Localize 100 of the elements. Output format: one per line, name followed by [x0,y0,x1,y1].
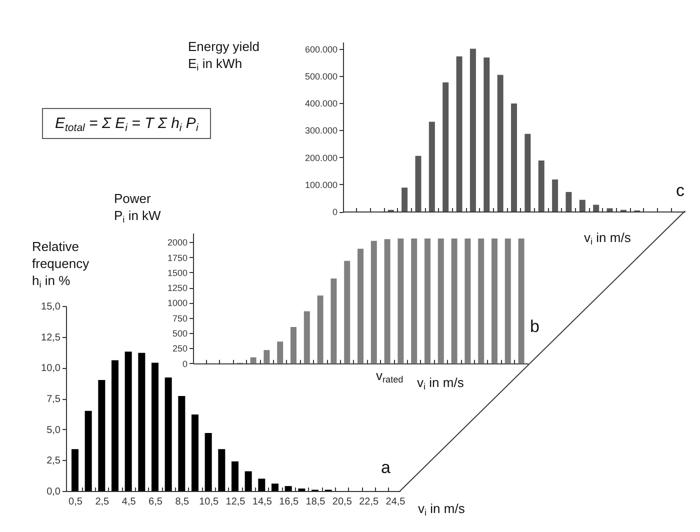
bar [451,238,458,363]
annotation: a [381,458,390,477]
bar [272,484,278,491]
y-axis-title: Relative frequency h$_{i}$ in % [32,238,90,290]
bar [491,238,498,363]
bar [415,155,422,211]
bar [344,260,350,363]
bar [538,160,544,211]
x-tick-label: 4,5 [122,496,136,508]
bar [84,410,92,491]
bar [442,82,449,211]
bar [72,449,78,491]
y-tick-label: 1250 [168,282,188,293]
x-axis-title: v$_{i}$ in m/s [584,229,631,247]
y-axis-title: Energy yield E$_{i}$ in kWh [188,38,260,73]
x-tick-label: 2,5 [95,496,110,508]
bar [511,103,517,211]
x-axis-title: v$_{i}$ in m/s [418,500,465,518]
bar [566,191,572,211]
bar [304,310,310,363]
x-tick-label: 22,5 [359,496,379,508]
bar [370,240,377,363]
bar [464,238,471,363]
annotation: v$_{rated}$ [376,367,404,385]
y-tick-label: 0 [332,206,338,216]
y-tick-label: 600.000 [304,44,338,54]
bar [178,396,186,491]
annotation: c [676,181,684,200]
y-tick-label: 0,0 [46,486,61,498]
bar [244,471,252,491]
bar [330,278,337,363]
y-tick-label: 2,5 [46,456,61,467]
x-tick-label: 8,5 [175,496,190,508]
y-tick-label: 500 [172,328,188,338]
y-tick-label: 1000 [168,298,188,308]
bar [504,238,511,363]
y-tick-label: 15,0 [41,302,61,312]
bar [438,238,444,363]
x-tick-label: 18,5 [306,496,326,508]
y-tick-label: 7,5 [46,394,61,405]
y-tick-label: 0 [182,358,188,368]
x-tick-label: 0,5 [68,496,83,508]
bar [398,238,404,363]
x-tick-label: 16,5 [279,496,299,508]
bar [218,449,226,491]
x-tick-label: 6,5 [148,496,163,508]
bar [277,341,284,363]
bar [358,248,364,363]
y-tick-label: 2000 [168,237,188,248]
text: b [530,317,540,336]
bar [424,238,430,363]
bar [250,356,256,363]
x-tick-label: 10,5 [199,496,219,508]
y-tick-label: 1500 [168,268,188,278]
bar [290,326,296,363]
bar [518,238,524,363]
bar [192,414,198,491]
bar [164,378,172,491]
bar [470,48,476,211]
text: E$_{total}$ = Σ E$_{i}$ = T Σ h$_{i}$ P$_{i}$ [42,108,212,139]
bar [478,238,484,363]
y-tick-label: 5,0 [46,424,61,436]
bar [138,352,146,491]
bar [152,362,158,491]
y-tick-label: 400.000 [304,98,338,108]
bar [411,238,418,363]
bar [258,478,266,491]
y-tick-label: 500.000 [304,70,338,81]
bar [484,56,490,211]
y-tick-label: 12,5 [41,332,61,344]
y-tick-label: 1750 [168,252,188,262]
bar [428,121,435,211]
bar [124,352,132,491]
bar [284,486,292,491]
bar [402,187,408,211]
x-tick-label: 20,5 [332,496,352,508]
bar [112,360,118,491]
bar [204,433,212,491]
x-tick-label: 24,5 [386,496,406,508]
x-tick-label: 14,5 [252,496,272,508]
bar [593,204,600,211]
y-tick-label: 300.000 [304,125,338,136]
bar [524,133,531,211]
x-axis-title: v$_{i}$ in m/s [417,374,464,392]
bar [384,238,390,363]
bar [552,179,558,211]
bar [456,56,462,211]
bar [497,74,504,211]
y-tick-label: 100.000 [304,179,338,190]
y-tick-label: 200.000 [304,152,338,162]
x-tick-label: 12,5 [226,496,246,508]
y-tick-label: 10,0 [41,363,61,374]
bar [232,461,238,491]
y-axis-title: Power P$_{i}$ in kW [114,190,161,225]
bar [264,350,270,363]
bar [98,380,106,491]
bar [579,199,586,211]
bar [317,295,324,363]
y-tick-label: 750 [172,313,188,323]
bar [606,208,613,211]
